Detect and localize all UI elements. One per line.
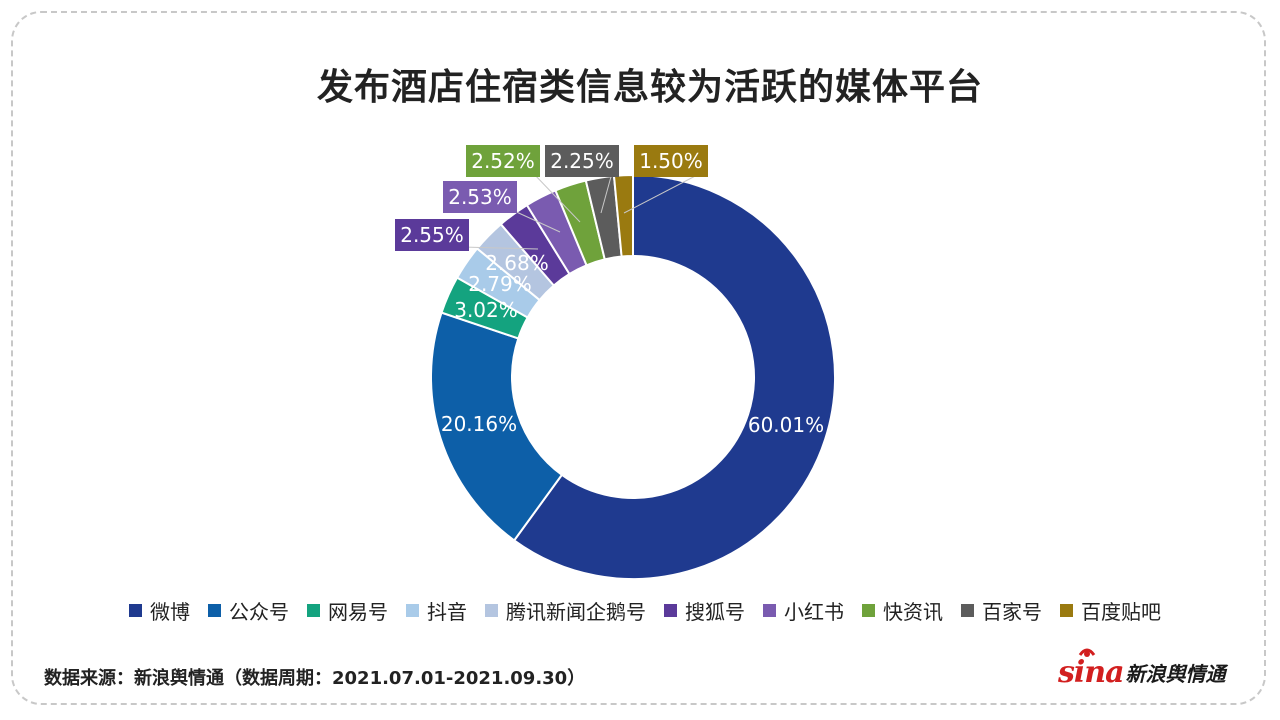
brand-logo: sina 新浪舆情通 bbox=[1058, 648, 1226, 692]
label-box-快资讯 bbox=[466, 145, 540, 177]
legend-item-搜狐号: 搜狐号 bbox=[664, 596, 745, 625]
leader-line-百家号 bbox=[600, 172, 613, 214]
data-label-快资讯: 2.52% bbox=[471, 149, 535, 173]
label-box-百家号 bbox=[545, 145, 619, 177]
data-label-微博: 60.01% bbox=[748, 413, 824, 437]
legend-item-公众号: 公众号 bbox=[208, 596, 289, 625]
legend-swatch bbox=[485, 604, 498, 617]
legend-swatch bbox=[1060, 604, 1073, 617]
legend-item-网易号: 网易号 bbox=[307, 596, 388, 625]
slice-微博 bbox=[512, 173, 836, 580]
sina-logo: sina bbox=[1058, 648, 1125, 690]
data-label-抖音: 2.79% bbox=[468, 272, 532, 296]
data-label-小红书: 2.53% bbox=[448, 185, 512, 209]
legend-label: 百度贴吧 bbox=[1081, 600, 1161, 624]
legend-swatch bbox=[129, 604, 142, 617]
leader-line-小红书 bbox=[509, 208, 561, 233]
legend-label: 腾讯新闻企鹅号 bbox=[506, 600, 646, 624]
chart-legend: 微博 公众号 网易号 抖音 腾讯新闻企鹅号 搜狐号 小红书 快资讯 百家号 百度贴吧 bbox=[0, 596, 1280, 625]
slice-公众号 bbox=[430, 311, 564, 542]
legend-swatch bbox=[961, 604, 974, 617]
legend-item-百家号: 百家号 bbox=[961, 596, 1042, 625]
legend-item-小红书: 小红书 bbox=[763, 596, 844, 625]
brand-name: 新浪舆情通 bbox=[1125, 661, 1226, 686]
data-source-note: 数据来源：新浪舆情通（数据周期：2021.07.01-2021.09.30） bbox=[44, 668, 586, 689]
chart-card bbox=[11, 11, 1266, 705]
leader-line-搜狐号 bbox=[461, 246, 539, 250]
chart-title: 发布酒店住宿类信息较为活跃的媒体平台 bbox=[316, 67, 983, 108]
legend-label: 网易号 bbox=[328, 600, 388, 624]
legend-label: 搜狐号 bbox=[685, 600, 745, 624]
data-label-百家号: 2.25% bbox=[550, 149, 614, 173]
legend-item-腾讯新闻企鹅号: 腾讯新闻企鹅号 bbox=[485, 596, 646, 625]
data-label-搜狐号: 2.55% bbox=[400, 223, 464, 247]
legend-swatch bbox=[406, 604, 419, 617]
legend-swatch bbox=[763, 604, 776, 617]
legend-swatch bbox=[307, 604, 320, 617]
legend-label: 公众号 bbox=[229, 600, 289, 624]
legend-item-抖音: 抖音 bbox=[406, 596, 467, 625]
legend-label: 微博 bbox=[150, 600, 190, 624]
legend-label: 小红书 bbox=[784, 600, 844, 624]
legend-label: 百家号 bbox=[982, 600, 1042, 624]
legend-item-微博: 微博 bbox=[129, 596, 190, 625]
label-box-搜狐号 bbox=[395, 219, 469, 251]
legend-swatch bbox=[664, 604, 677, 617]
label-box-小红书 bbox=[443, 181, 517, 213]
legend-swatch bbox=[862, 604, 875, 617]
data-label-网易号: 3.02% bbox=[454, 298, 518, 322]
label-box-百度贴吧 bbox=[634, 145, 708, 177]
legend-label: 抖音 bbox=[427, 600, 467, 624]
slice-百度贴吧 bbox=[612, 173, 634, 258]
sina-eye-icon bbox=[1078, 648, 1096, 657]
legend-item-快资讯: 快资讯 bbox=[862, 596, 943, 625]
legend-swatch bbox=[208, 604, 221, 617]
leader-line-快资讯 bbox=[532, 172, 581, 223]
data-label-百度贴吧: 1.50% bbox=[639, 149, 703, 173]
leader-line-百度贴吧 bbox=[623, 172, 702, 214]
data-label-腾讯新闻企鹅号: 2.68% bbox=[485, 251, 549, 275]
legend-label: 快资讯 bbox=[883, 600, 943, 624]
data-label-公众号: 20.16% bbox=[441, 412, 517, 436]
legend-item-百度贴吧: 百度贴吧 bbox=[1060, 596, 1161, 625]
